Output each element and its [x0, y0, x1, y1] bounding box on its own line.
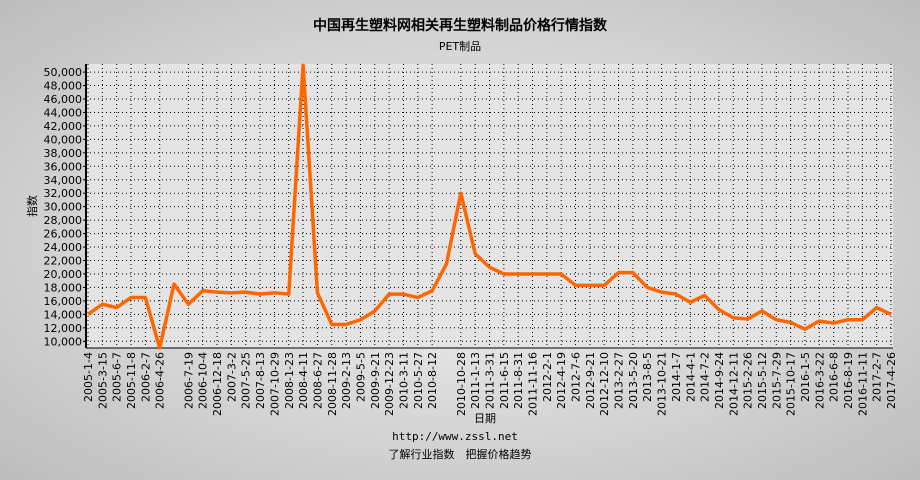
- x-tick-label: 2009-5-5: [354, 352, 367, 402]
- x-tick-label: 2015-2-26: [742, 352, 755, 409]
- y-tick-label: 14,000: [44, 308, 83, 321]
- y-tick-label: 12,000: [44, 322, 83, 335]
- x-tick-label: 2014-7-2: [699, 352, 712, 402]
- y-tick-label: 38,000: [44, 147, 83, 160]
- x-tick-label: 2007-8-13: [254, 352, 267, 409]
- x-tick-label: 2015-7-29: [770, 352, 783, 409]
- x-tick-label: 2016-11-11: [856, 352, 869, 416]
- x-tick-label: 2011-3-31: [484, 352, 497, 409]
- plot-area: [86, 64, 893, 348]
- x-tick-label: 2015-5-12: [756, 352, 769, 409]
- y-tick-label: 10,000: [44, 335, 83, 348]
- x-tick-label: 2016-3-22: [813, 352, 826, 409]
- chart-subtitle: PET制品: [439, 40, 481, 53]
- x-tick-label: 2016-6-8: [828, 352, 841, 402]
- x-tick-label: 2012-4-19: [555, 352, 568, 409]
- y-tick-label: 16,000: [44, 295, 83, 308]
- x-tick-label: 2016-1-5: [799, 352, 812, 402]
- y-tick-label: 30,000: [44, 201, 83, 214]
- x-tick-label: 2006-12-18: [211, 352, 224, 416]
- y-tick-label: 42,000: [44, 120, 83, 133]
- x-tick-label: 2005-1-4: [82, 352, 95, 402]
- x-tick-label: 2009-9-21: [369, 352, 382, 409]
- y-tick-label: 32,000: [44, 187, 83, 200]
- y-tick-label: 44,000: [44, 106, 83, 119]
- y-tick-label: 40,000: [44, 133, 83, 146]
- x-tick-label: 2011-1-13: [469, 352, 482, 409]
- x-tick-label: 2008-4-11: [297, 352, 310, 409]
- y-tick-label: 26,000: [44, 228, 83, 241]
- y-axis-label: 指数: [25, 195, 39, 217]
- x-tick-label: 2012-2-1: [541, 352, 554, 402]
- x-tick-label: 2012-7-6: [570, 352, 583, 402]
- x-tick-label: 2009-2-13: [340, 352, 353, 409]
- x-tick-label: 2010-8-12: [426, 352, 439, 409]
- footer-url: http://www.zssl.net: [392, 430, 518, 443]
- x-tick-label: 2012-12-10: [598, 352, 611, 416]
- y-tick-label: 50,000: [44, 66, 83, 79]
- y-tick-label: 20,000: [44, 268, 83, 281]
- chart-title: 中国再生塑料网相关再生塑料制品价格行情指数: [313, 17, 608, 34]
- x-tick-label: 2010-5-27: [412, 352, 425, 409]
- x-tick-label: 2011-8-31: [512, 352, 525, 409]
- y-tick-label: 46,000: [44, 93, 83, 106]
- x-tick-label: 2014-4-1: [684, 352, 697, 402]
- y-tick-label: 18,000: [44, 281, 83, 294]
- x-tick-label: 2017-4-26: [885, 352, 898, 409]
- x-tick-label: 2013-2-27: [613, 352, 626, 409]
- x-tick-label: 2006-2-7: [139, 352, 152, 402]
- x-tick-label: 2006-7-19: [182, 352, 195, 409]
- x-tick-label: 2005-11-8: [125, 352, 138, 409]
- x-tick-label: 2010-3-11: [397, 352, 410, 409]
- x-tick-label: 2008-6-27: [311, 352, 324, 409]
- x-tick-label: 2008-1-23: [283, 352, 296, 409]
- x-tick-label: 2011-11-16: [527, 352, 540, 416]
- x-tick-label: 2013-5-20: [627, 352, 640, 409]
- x-tick-label: 2010-10-28: [455, 352, 468, 416]
- x-tick-label: 2013-8-5: [641, 352, 654, 402]
- x-tick-label: 2012-9-21: [584, 352, 597, 409]
- x-axis-label: 日期: [474, 412, 496, 425]
- y-tick-label: 22,000: [44, 255, 83, 268]
- y-tick-label: 48,000: [44, 80, 83, 93]
- x-tick-label: 2007-3-2: [225, 352, 238, 402]
- x-tick-label: 2007-5-25: [240, 352, 253, 409]
- x-tick-label: 2005-3-15: [96, 352, 109, 409]
- x-tick-label: 2016-8-19: [842, 352, 855, 409]
- y-tick-label: 34,000: [44, 174, 83, 187]
- y-tick-label: 36,000: [44, 160, 83, 173]
- y-tick-label: 24,000: [44, 241, 83, 254]
- x-tick-label: 2007-10-29: [268, 352, 281, 416]
- x-tick-label: 2015-10-17: [785, 352, 798, 416]
- x-tick-label: 2009-12-23: [383, 352, 396, 416]
- y-tick-label: 28,000: [44, 214, 83, 227]
- x-tick-label: 2006-10-4: [197, 352, 210, 409]
- x-tick-label: 2005-6-7: [111, 352, 124, 402]
- x-tick-label: 2006-4-26: [154, 352, 167, 409]
- x-tick-label: 2014-12-11: [727, 352, 740, 416]
- x-tick-label: 2013-10-21: [656, 352, 669, 416]
- data-line: [86, 63, 892, 350]
- x-tick-label: 2008-11-28: [326, 352, 339, 416]
- x-tick-label: 2011-6-15: [498, 352, 511, 409]
- x-tick-label: 2014-9-24: [713, 352, 726, 409]
- footer-slogan: 了解行业指数 把握价格趋势: [389, 447, 532, 461]
- x-tick-label: 2014-1-7: [670, 352, 683, 402]
- x-tick-label: 2017-2-7: [871, 352, 884, 402]
